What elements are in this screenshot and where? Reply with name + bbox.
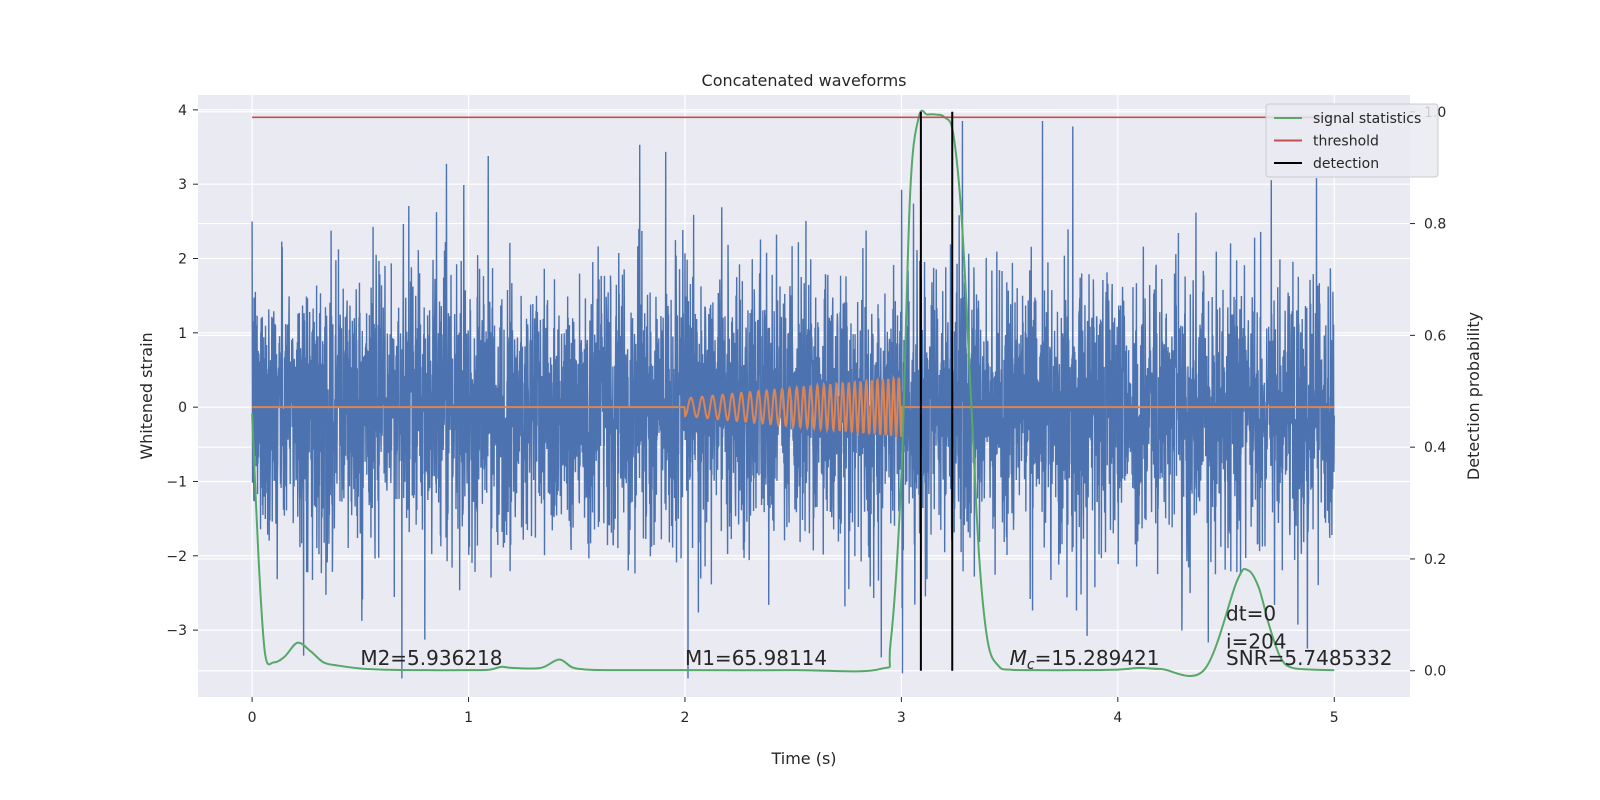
legend-box [1265,103,1439,178]
y-tick-label-left: 3 [178,177,187,193]
y-tick-label-left: 2 [178,252,187,268]
y-tick-label-left: 1 [178,326,187,342]
y-tick-label-left: 0 [178,400,187,416]
x-tick-label: 4 [1113,710,1122,726]
x-tick-label: 0 [248,710,257,726]
legend-entry: threshold [1313,134,1379,150]
y-tick-label-right: 0.0 [1424,664,1446,680]
x-tick-label: 3 [897,710,906,726]
y-axis-label-left: Whitened strain [137,332,156,459]
x-tick-label: 2 [681,710,690,726]
y-tick-label-left: 4 [178,103,187,119]
y-tick-label-right: 0.4 [1424,440,1446,456]
legend: signal statistics threshold detection [1265,103,1439,178]
y-axis-label-right: Detection probability [1464,312,1483,480]
y-tick-label-right: 0.2 [1424,552,1446,568]
annotation-text: M2=5.936218 [360,646,502,670]
annotations: M2=5.936218 M1=65.98114 Mc=15.289421 dt=0 i=… [360,601,1392,673]
annotation-text: dt=0 [1226,601,1276,625]
y-tick-label-right: 0.8 [1424,217,1446,233]
y-tick-label-left: −1 [166,474,187,490]
strain-series-line [251,121,1335,679]
y-tick-label-left: −3 [166,623,187,639]
signal-statistics-line [251,109,1335,677]
chart-title: Concatenated waveforms [702,71,907,90]
annotation-text: M1=65.98114 [685,646,827,670]
annotation-text: i=204 [1226,629,1287,653]
legend-entry: signal statistics [1313,111,1421,127]
legend-entry: detection [1313,156,1379,172]
y-tick-label-left: −2 [166,549,187,565]
x-axis-label: Time (s) [770,749,836,768]
template-series-line [252,374,1335,440]
x-tick-label: 1 [464,710,473,726]
y-tick-label-right: 0.6 [1424,328,1446,344]
annotation-text: Mc=15.289421 [1010,646,1160,673]
series-layer [251,109,1335,679]
x-tick-label: 5 [1330,710,1339,726]
annotation-text: SNR=5.7485332 [1226,646,1392,670]
